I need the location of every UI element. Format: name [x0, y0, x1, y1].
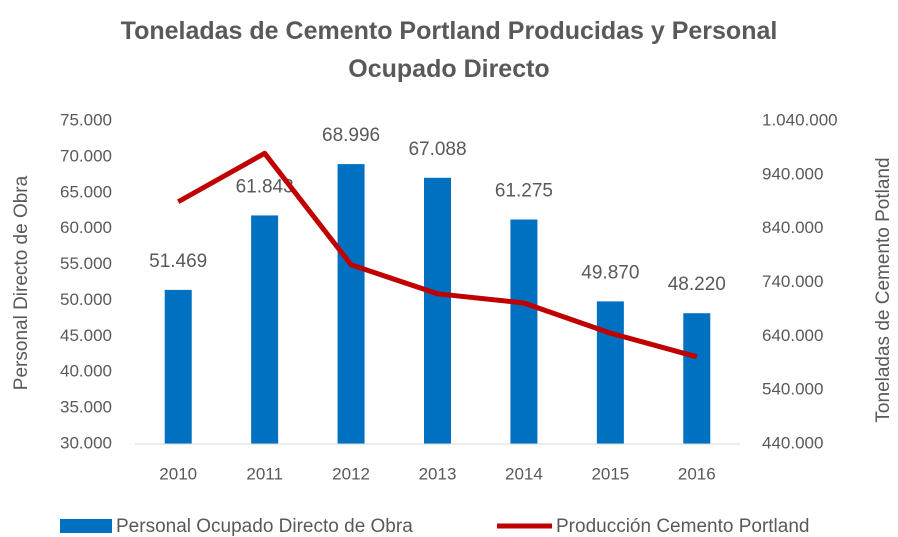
legend-label: Producción Cemento Portland [556, 516, 809, 537]
data-label: 68.996 [322, 125, 380, 146]
data-label: 48.220 [668, 274, 726, 295]
x-tick-label: 2011 [246, 464, 283, 483]
x-tick-label: 2010 [159, 464, 197, 483]
legend-swatch [60, 519, 112, 533]
y-tick-label: 55.000 [60, 254, 112, 273]
bar [164, 289, 192, 444]
y2-tick-label: 740.000 [762, 272, 823, 291]
data-label: 51.469 [149, 251, 207, 272]
y-tick-label: 40.000 [60, 362, 112, 381]
x-tick-label: 2014 [505, 464, 543, 483]
chart-title: Toneladas de Cemento Portland Producidas… [120, 17, 778, 83]
data-label: 49.870 [581, 262, 639, 283]
bar [424, 177, 451, 444]
y-tick-label: 65.000 [60, 182, 112, 201]
y-tick-label: 35.000 [60, 398, 112, 417]
data-label: 61.843 [236, 176, 294, 197]
data-label: 67.088 [408, 139, 466, 160]
y-tick-label: 75.000 [60, 110, 112, 129]
y-tick-label: 30.000 [60, 433, 112, 452]
y-tick-label: 50.000 [60, 290, 112, 309]
data-label: 61.275 [495, 181, 553, 202]
bar [596, 301, 624, 444]
y2-axis-title: Toneladas de Cemento Potland [873, 157, 894, 422]
y2-tick-label: 940.000 [762, 164, 823, 183]
y-tick-label: 70.000 [60, 146, 112, 165]
bar [251, 215, 279, 444]
line [176, 150, 698, 360]
y2-tick-label: 640.000 [762, 326, 823, 345]
y2-tick-label: 1.040.000 [762, 110, 838, 129]
bar [683, 313, 711, 444]
y-axis-title: Personal Directo de Obra [11, 175, 32, 390]
x-tick-label: 2013 [419, 464, 457, 483]
x-tick-label: 2012 [332, 464, 370, 483]
x-tick-label: 2015 [591, 464, 629, 483]
y-tick-label: 45.000 [60, 326, 112, 345]
y-tick-label: 60.000 [60, 218, 112, 237]
y2-tick-label: 440.000 [762, 433, 823, 452]
y2-tick-label: 840.000 [762, 218, 823, 237]
y2-tick-label: 540.000 [762, 380, 823, 399]
legend-label: Personal Ocupado Directo de Obra [116, 516, 413, 537]
x-tick-label: 2016 [678, 464, 716, 483]
bar [337, 164, 365, 444]
bar [510, 219, 538, 444]
